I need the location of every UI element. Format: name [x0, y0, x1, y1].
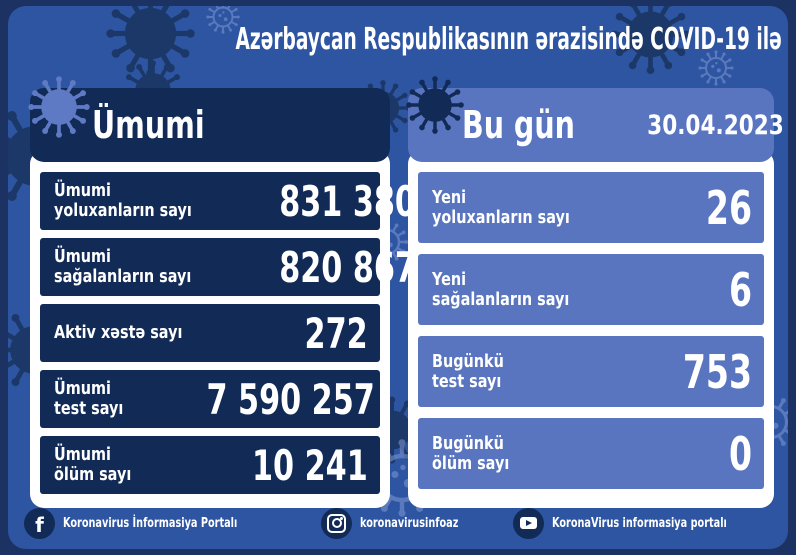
instagram-link: koronavirusinfoaz: [321, 507, 497, 539]
youtube-icon: [512, 507, 544, 539]
instagram-label: koronavirusinfoaz: [360, 515, 459, 531]
page-title: Azərbaycan Respublikasının ərazisində CO…: [8, 22, 788, 57]
instagram-icon: [321, 507, 353, 539]
facebook-label: Koronavirus İnformasiya Portalı: [63, 515, 238, 531]
stat-row-total-deaths: Ümumi ölüm sayı 10 241: [40, 436, 380, 494]
stat-row-total-tests: Ümumi test sayı 7 590 257: [40, 370, 380, 428]
panel-today-body: Yeni yoluxanların sayı 26 Yeni sağalanla…: [408, 150, 774, 508]
panel-total-header: Ümumi: [26, 74, 390, 162]
date-label: 30.04.2023: [646, 109, 784, 141]
stat-label: Ümumi yoluxanların sayı: [54, 180, 192, 221]
stat-label: Aktiv xəstə sayı: [54, 322, 183, 343]
background-card: Azərbaycan Respublikasının ərazisində CO…: [8, 6, 788, 549]
virus-icon: [404, 74, 466, 136]
stat-label: Yeni sağalanların sayı: [432, 268, 570, 310]
stat-row-today-tests: Bugünkü test sayı 753: [418, 336, 764, 407]
youtube-label: KoronaVirus informasiya portalı: [551, 515, 727, 531]
panel-total: Ümumi yoluxanların sayı 831 380 Ümumi sa…: [26, 74, 416, 508]
facebook-icon: f: [24, 507, 55, 539]
stat-value: 0: [728, 426, 752, 481]
stat-label: Yeni yoluxanların sayı: [432, 186, 570, 228]
stat-value: 7 590 257: [206, 374, 375, 424]
panel-total-title: Ümumi: [92, 103, 205, 147]
stat-row-active-cases: Aktiv xəstə sayı 272: [40, 304, 380, 362]
stat-value: 820 867: [278, 242, 416, 292]
panel-total-body: Ümumi yoluxanların sayı 831 380 Ümumi sa…: [30, 150, 416, 508]
stat-row-total-recovered: Ümumi sağalanların sayı 820 867: [40, 238, 416, 296]
panel-today-title: Bu gün: [462, 103, 575, 147]
stat-row-today-deaths: Bugünkü ölüm sayı 0: [418, 418, 764, 489]
stat-label: Ümumi test sayı: [54, 378, 124, 419]
stat-value: 831 380: [279, 176, 417, 226]
stat-value: 753: [682, 344, 752, 399]
footer-bar: f Koronavirus İnformasiya Portalı korona…: [8, 497, 788, 549]
stat-value: 26: [705, 180, 752, 235]
page-title-text: Azərbaycan Respublikasının ərazisində CO…: [235, 22, 788, 57]
stat-label: Ümumi sağalanların sayı: [54, 246, 192, 287]
stat-label: Bugünkü test sayı: [432, 350, 504, 392]
stat-value: 10 241: [252, 440, 368, 490]
stat-row-new-infections: Yeni yoluxanların sayı 26: [418, 172, 764, 243]
stat-value: 272: [304, 308, 368, 358]
panel-today: Yeni yoluxanların sayı 26 Yeni sağalanla…: [404, 74, 783, 508]
stat-row-total-infections: Ümumi yoluxanların sayı 831 380: [40, 172, 416, 230]
facebook-link: f Koronavirus İnformasiya Portalı: [24, 507, 305, 539]
stat-label: Bugünkü ölüm sayı: [432, 432, 510, 474]
virus-icon: [26, 74, 92, 140]
panel-today-header: Bu gün 30.04.2023: [404, 74, 783, 162]
stat-label: Ümumi ölüm sayı: [54, 444, 132, 485]
youtube-link: KoronaVirus informasiya portalı: [512, 507, 788, 539]
stat-value: 6: [728, 262, 752, 317]
stat-row-new-recovered: Yeni sağalanların sayı 6: [418, 254, 764, 325]
